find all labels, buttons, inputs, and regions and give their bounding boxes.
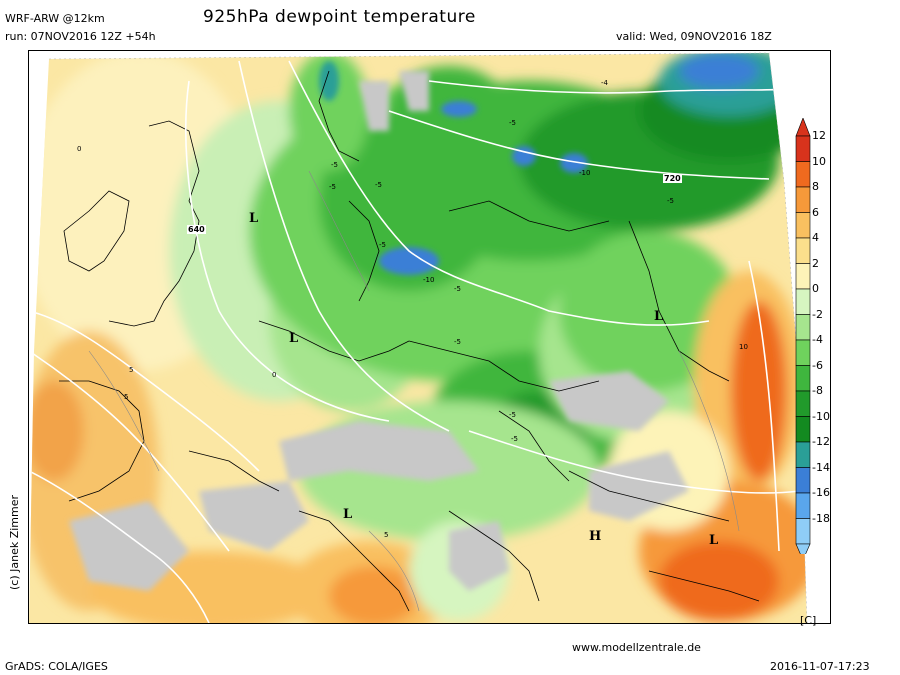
isotherm-label: 5 bbox=[384, 531, 389, 539]
isotherm-label: -5 bbox=[509, 119, 516, 127]
low-pressure-label: L bbox=[343, 507, 353, 522]
run-label: run: 07NOV2016 12Z +54h bbox=[5, 30, 156, 43]
isotherm-label: -5 bbox=[329, 183, 336, 191]
isotherm-label: -5 bbox=[511, 435, 518, 443]
isotherm-label: 5 bbox=[129, 366, 134, 374]
legend-tick-label: 2 bbox=[812, 256, 819, 270]
isotherm-label: -5 bbox=[331, 161, 338, 169]
grads-credit: GrADS: COLA/IGES bbox=[5, 660, 108, 673]
low-pressure-label: L bbox=[654, 309, 664, 324]
color-legend bbox=[795, 118, 811, 554]
legend-tick-label: -2 bbox=[812, 307, 823, 321]
legend-swatch bbox=[795, 186, 811, 213]
legend-swatch bbox=[795, 441, 811, 468]
isotherm-label: -4 bbox=[601, 79, 608, 87]
valid-label: valid: Wed, 09NOV2016 18Z bbox=[616, 30, 772, 43]
legend-swatch bbox=[795, 467, 811, 494]
low-pressure-label: L bbox=[709, 533, 719, 548]
isotherm-label: 10 bbox=[739, 343, 748, 351]
chart-title: 925hPa dewpoint temperature bbox=[203, 7, 476, 27]
legend-arrow-bottom bbox=[795, 543, 811, 554]
isotherm-label: -10 bbox=[423, 276, 435, 284]
legend-swatch bbox=[795, 212, 811, 239]
isotherm-label: -5 bbox=[509, 411, 516, 419]
timestamp-label: 2016-11-07-17:23 bbox=[770, 660, 870, 673]
isotherm-label: 0 bbox=[272, 371, 277, 379]
dewpoint-map bbox=[29, 52, 808, 623]
isotherm-label: 5 bbox=[124, 393, 129, 401]
legend-tick-label: 0 bbox=[812, 282, 819, 295]
legend-tick-label: -6 bbox=[812, 358, 823, 372]
legend-tick-label: -18 bbox=[812, 511, 830, 525]
legend-swatch bbox=[795, 518, 811, 545]
isohypse-label: 720 bbox=[663, 174, 682, 183]
isotherm-label: -5 bbox=[454, 338, 461, 346]
legend-tick-label: 6 bbox=[812, 205, 819, 219]
legend-tick-label: -12 bbox=[812, 435, 830, 448]
legend-unit: [C] bbox=[800, 614, 817, 627]
legend-tick-label: 8 bbox=[812, 180, 819, 193]
legend-tick-label: 10 bbox=[812, 154, 826, 168]
legend-swatch bbox=[795, 492, 811, 519]
legend-swatch bbox=[795, 339, 811, 366]
legend-tick-label: -16 bbox=[812, 486, 830, 499]
legend-swatch bbox=[795, 263, 811, 290]
legend-tick-label: -14 bbox=[812, 460, 830, 474]
isotherm-label: -5 bbox=[454, 285, 461, 293]
isotherm-label: -10 bbox=[579, 169, 591, 177]
legend-swatch bbox=[795, 390, 811, 417]
legend-tick-label: -4 bbox=[812, 333, 823, 346]
isotherm-label: -5 bbox=[375, 181, 382, 189]
model-label: WRF-ARW @12km bbox=[5, 12, 105, 25]
author-credit: (c) Janek Zimmer bbox=[8, 494, 21, 590]
legend-swatch bbox=[795, 416, 811, 443]
legend-tick-label: 4 bbox=[812, 231, 819, 244]
legend-tick-label: 12 bbox=[812, 129, 826, 142]
isohypse-label: 640 bbox=[187, 225, 206, 234]
legend-swatch bbox=[795, 161, 811, 188]
isotherm-label: 0 bbox=[77, 145, 82, 153]
low-pressure-label: L bbox=[249, 211, 259, 226]
legend-swatch bbox=[795, 135, 811, 162]
high-pressure-label: H bbox=[589, 529, 602, 544]
legend-swatch bbox=[795, 365, 811, 392]
isotherm-label: -5 bbox=[667, 197, 674, 205]
legend-tick-label: -8 bbox=[812, 384, 823, 397]
website-label: www.modellzentrale.de bbox=[572, 641, 701, 654]
low-pressure-label: L bbox=[289, 331, 299, 346]
legend-swatch bbox=[795, 288, 811, 315]
legend-swatch bbox=[795, 314, 811, 341]
legend-swatch bbox=[795, 237, 811, 264]
legend-arrow-top bbox=[795, 118, 811, 137]
isotherm-label: -5 bbox=[379, 241, 386, 249]
map-frame: L L L L H L 640 720 -5 -5 -5 -10 -5 -5 -… bbox=[28, 50, 831, 624]
legend-tick-label: -10 bbox=[812, 409, 830, 423]
